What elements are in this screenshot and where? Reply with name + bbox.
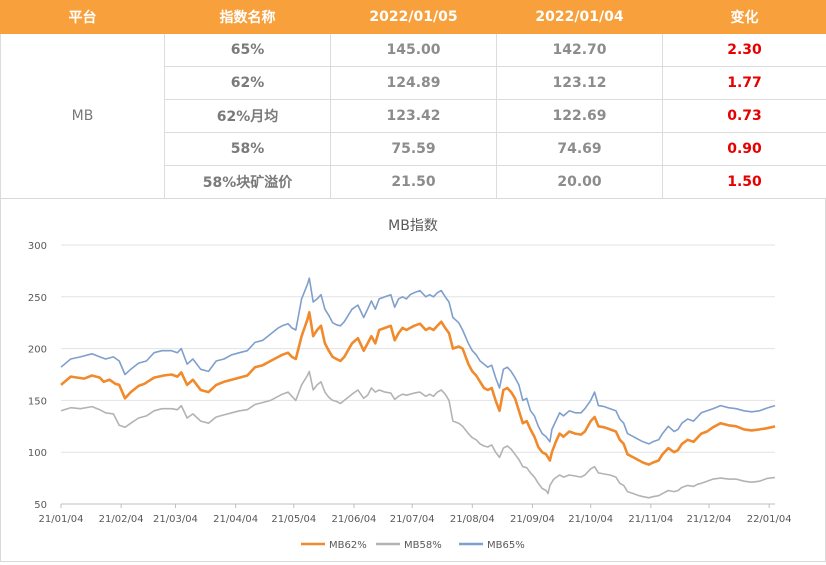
y-tick-label: 300 xyxy=(28,241,47,252)
value-date-2-cell: 142.70 xyxy=(497,34,663,67)
change-cell: 1.50 xyxy=(663,166,826,199)
x-tick-label: 21/07/04 xyxy=(390,514,435,525)
change-cell: 0.73 xyxy=(663,100,826,133)
x-tick-label: 21/12/04 xyxy=(687,514,732,525)
index-name-cell: 62% xyxy=(165,67,331,100)
header-date-1: 2022/01/05 xyxy=(331,1,497,34)
value-date-2-cell: 122.69 xyxy=(497,100,663,133)
chart-panel: MB指数 50 100 150 200 250 300 21/01/04 21/02/04 21… xyxy=(0,198,826,562)
legend-label: MB65% xyxy=(487,540,525,551)
series-line-mb65% xyxy=(61,278,775,444)
change-cell: 0.90 xyxy=(663,133,826,166)
platform-cell: MB xyxy=(1,34,165,199)
header-change: 变化 xyxy=(663,1,826,34)
y-tick-label: 150 xyxy=(28,396,47,407)
series-line-mb62% xyxy=(61,312,775,464)
legend-label: MB62% xyxy=(329,540,367,551)
value-date-1-cell: 123.42 xyxy=(331,100,497,133)
value-date-1-cell: 21.50 xyxy=(331,166,497,199)
value-date-2-cell: 123.12 xyxy=(497,67,663,100)
legend: MB62% MB58% MB65% xyxy=(301,540,525,551)
x-tick-label: 21/06/04 xyxy=(332,514,377,525)
change-cell: 2.30 xyxy=(663,34,826,67)
value-date-1-cell: 145.00 xyxy=(331,34,497,67)
legend-label: MB58% xyxy=(404,540,442,551)
index-name-cell: 65% xyxy=(165,34,331,67)
y-tick-label: 200 xyxy=(28,345,47,356)
x-tick-label: 21/10/04 xyxy=(568,514,613,525)
index-table: 平台 指数名称 2022/01/05 2022/01/04 变化 MB 65% … xyxy=(0,0,826,199)
gridlines xyxy=(61,245,775,452)
x-tick-label: 21/02/04 xyxy=(99,514,144,525)
value-date-2-cell: 20.00 xyxy=(497,166,663,199)
x-tick-label: 21/09/04 xyxy=(510,514,555,525)
value-date-1-cell: 124.89 xyxy=(331,67,497,100)
x-tick-label: 21/04/04 xyxy=(213,514,258,525)
header-platform: 平台 xyxy=(1,1,165,34)
index-name-cell: 58%块矿溢价 xyxy=(165,166,331,199)
index-name-cell: 62%月均 xyxy=(165,100,331,133)
y-tick-label: 100 xyxy=(28,448,47,459)
chart-title: MB指数 xyxy=(388,218,438,234)
change-cell: 1.77 xyxy=(663,67,826,100)
value-date-1-cell: 75.59 xyxy=(331,133,497,166)
header-index-name: 指数名称 xyxy=(165,1,331,34)
x-tick-label: 22/01/04 xyxy=(747,514,792,525)
y-tick-label: 250 xyxy=(28,293,47,304)
series-lines xyxy=(61,278,775,498)
line-chart: MB指数 50 100 150 200 250 300 21/01/04 21/02/04 21… xyxy=(1,199,825,561)
x-tick-label: 21/11/04 xyxy=(628,514,673,525)
axes: 50 100 150 200 250 300 21/01/04 21/02/04 21/03/0… xyxy=(28,241,792,525)
y-tick-label: 50 xyxy=(34,500,47,511)
x-tick-label: 21/01/04 xyxy=(39,514,84,525)
table-row: MB 65% 145.00 142.70 2.30 xyxy=(1,34,826,67)
header-date-2: 2022/01/04 xyxy=(497,1,663,34)
series-line-mb58% xyxy=(61,371,775,497)
value-date-2-cell: 74.69 xyxy=(497,133,663,166)
x-tick-label: 21/05/04 xyxy=(271,514,316,525)
table-header-row: 平台 指数名称 2022/01/05 2022/01/04 变化 xyxy=(1,1,826,34)
x-tick-label: 21/03/04 xyxy=(153,514,198,525)
x-tick-label: 21/08/04 xyxy=(450,514,495,525)
index-name-cell: 58% xyxy=(165,133,331,166)
